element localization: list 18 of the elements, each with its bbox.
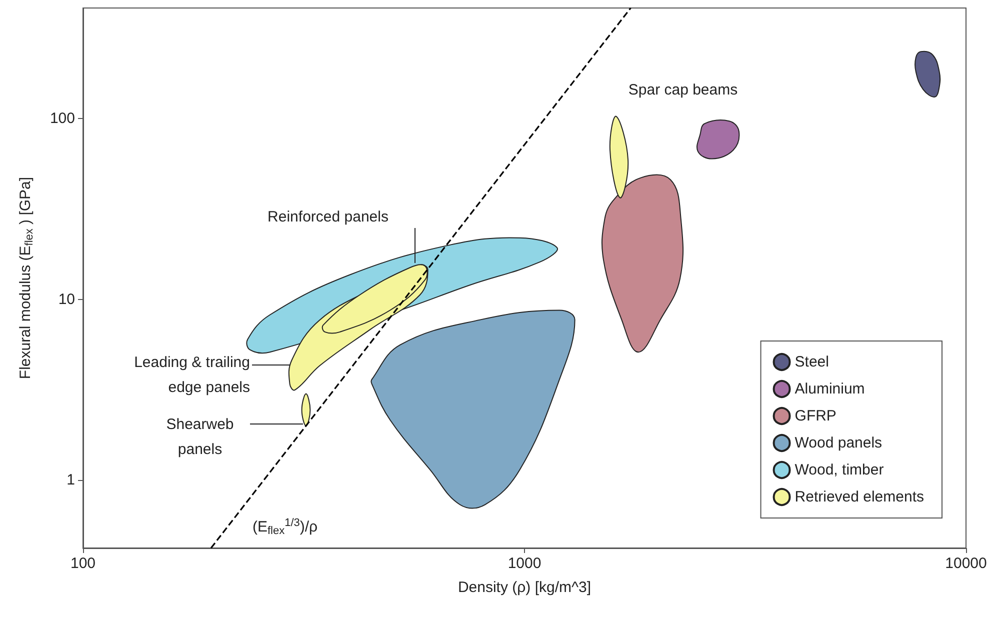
annotation: Leading & trailing edge panels xyxy=(134,354,250,396)
y-axis-title: Flexural modulus (Eflex ) [GPa] xyxy=(17,176,36,380)
annotation: Spar cap beams xyxy=(628,82,738,98)
x-tick-label: 10000 xyxy=(945,555,987,572)
x-axis-title: Density (ρ) [kg/m^3] xyxy=(458,579,592,596)
y-tick-label: 1 xyxy=(66,471,75,488)
legend-label: Aluminium xyxy=(794,380,865,398)
annotation: Reinforced panels xyxy=(268,208,388,226)
y-tick-label: 10 xyxy=(58,290,75,308)
x-tick-label: 100 xyxy=(70,555,96,572)
annotation: Shearweb panels xyxy=(166,416,234,458)
y-tick-label: 100 xyxy=(50,110,75,128)
x-tick-label: 1000 xyxy=(508,555,542,572)
legend-label: Wood, timber xyxy=(794,462,884,478)
legend-label: Steel xyxy=(794,354,829,370)
legend-label: Retrieved elements xyxy=(794,488,924,506)
legend-label: Wood panels xyxy=(794,434,882,452)
legend-label: GFRP xyxy=(794,408,836,424)
